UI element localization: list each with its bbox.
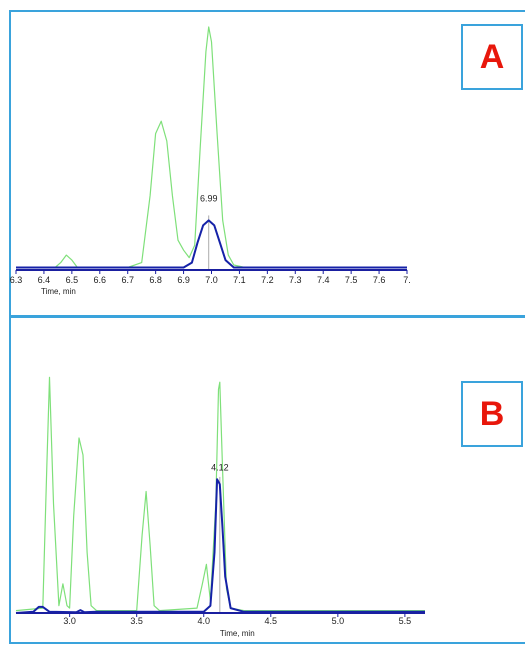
series-blue-trace	[16, 219, 407, 269]
peak-label: 4.12	[211, 462, 229, 472]
x-tick-label: 7.2	[261, 275, 274, 285]
x-tick-label: 6.8	[149, 275, 162, 285]
x-tick-label: 6.3	[10, 275, 23, 285]
x-tick-label: 6.5	[66, 275, 79, 285]
panel-label-b: B	[461, 381, 523, 447]
x-axis-title: Time, min	[41, 287, 76, 296]
x-tick-label: 3.5	[130, 616, 143, 626]
x-tick-label: 6.4	[38, 275, 51, 285]
x-tick-label: 5.0	[332, 616, 345, 626]
chromatogram-b: 3.0 3.5 4.0 4.5 5.0 5.5 Time, min 4.12	[15, 376, 425, 638]
chromatogram-a: 6.3 6.4 6.5 6.6 6.7 6.8 6.9 7.0 7.1 7.2 7.3 7.4 7.5 7…	[10, 26, 411, 296]
x-tick-label: 5.5	[399, 616, 412, 626]
x-tick-label: 6.7	[121, 275, 134, 285]
x-tick-label: 7.0	[205, 275, 218, 285]
series-green-trace	[15, 376, 425, 612]
chart-panel-a: 6.3 6.4 6.5 6.6 6.7 6.8 6.9 7.0 7.1 7.2 7.3 7.4 7.5 7…	[9, 10, 525, 317]
chart-panel-b: 3.0 3.5 4.0 4.5 5.0 5.5 Time, min 4.12 B	[9, 316, 525, 644]
x-axis-title: Time, min	[220, 629, 255, 638]
x-tick-label: 4.0	[197, 616, 210, 626]
x-tick-label: 7.6	[373, 275, 386, 285]
x-tick-label: 7.1	[233, 275, 246, 285]
x-tick-label: 3.0	[63, 616, 76, 626]
x-tick-label: 7.4	[317, 275, 330, 285]
x-tick-label: 6.9	[177, 275, 190, 285]
series-green-trace	[16, 26, 407, 269]
x-tick-label: 7.	[403, 275, 411, 285]
x-tick-label: 6.6	[94, 275, 107, 285]
series-blue-trace	[15, 478, 425, 614]
x-tick-label: 7.5	[345, 275, 358, 285]
x-tick-label: 7.3	[289, 275, 302, 285]
panel-label-a: A	[461, 24, 523, 90]
peak-label: 6.99	[200, 194, 218, 204]
x-tick-label: 4.5	[265, 616, 278, 626]
